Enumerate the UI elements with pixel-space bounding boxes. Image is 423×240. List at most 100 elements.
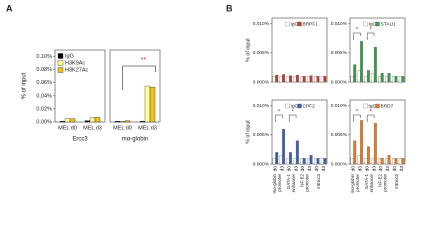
- bar: [371, 73, 375, 83]
- bar: [289, 75, 292, 83]
- bar: [94, 117, 101, 123]
- bar: [391, 76, 395, 83]
- bar: [371, 158, 375, 165]
- bar: [289, 152, 292, 165]
- legend-label: IgG: [369, 103, 377, 109]
- bar: [373, 123, 377, 165]
- x-tick-label: d3: [280, 166, 286, 172]
- legend-swatch: [57, 53, 64, 59]
- bar: [378, 76, 382, 83]
- bar: [387, 73, 391, 83]
- bar: [401, 76, 405, 83]
- y-tick-label: 0.02%: [36, 106, 52, 112]
- legend-label: STAU1: [381, 21, 396, 27]
- bar: [378, 158, 382, 165]
- bar: [279, 155, 283, 165]
- bar: [394, 158, 398, 165]
- legend-swatch: [57, 60, 64, 66]
- x-tick-label: d0: [351, 166, 357, 172]
- bar: [295, 74, 299, 83]
- y-tick-label: 0.04%: [36, 93, 52, 99]
- x-tick-label: d3: [321, 166, 327, 172]
- bar: [323, 158, 327, 165]
- bar: [385, 76, 388, 83]
- x-tick-label: d3: [293, 166, 299, 172]
- legend-label: IgG: [369, 21, 377, 27]
- bar: [295, 140, 299, 165]
- bar: [307, 158, 310, 165]
- significance-bracket: [122, 65, 156, 90]
- x-tick-label: d0: [286, 166, 292, 172]
- significance-bracket: [353, 32, 361, 40]
- x-tick-label: d0: [273, 166, 279, 172]
- group-label: enhancer: [291, 173, 296, 192]
- bar: [302, 76, 306, 83]
- bar: [401, 158, 405, 165]
- bar: [398, 158, 402, 165]
- plot-frame: [271, 17, 328, 83]
- legend-label: BRD7: [381, 103, 394, 109]
- group-label: mErcc3: [394, 173, 399, 188]
- x-tick-label: d3: [307, 166, 313, 172]
- significance-mark: *: [369, 110, 372, 116]
- group-label: GATA-1: [364, 173, 369, 189]
- bar: [275, 74, 279, 83]
- bar: [144, 85, 151, 123]
- significance-mark: **: [141, 57, 147, 64]
- x-tick-label: d0: [378, 166, 384, 172]
- bar: [357, 155, 361, 165]
- bar: [360, 41, 364, 83]
- x-tick-label: d3: [371, 166, 377, 172]
- bar: [380, 73, 384, 83]
- legend-swatch: [297, 103, 302, 109]
- bar: [385, 158, 388, 165]
- y-tick-label: 0.005%: [331, 50, 348, 56]
- bar: [69, 118, 76, 123]
- panel-label: B: [226, 3, 233, 13]
- significance-bracket: [275, 114, 283, 122]
- x-tick-label: MEL d3: [83, 125, 102, 131]
- plot-frame: [349, 99, 406, 165]
- bar: [114, 121, 121, 123]
- group-label: promoter: [383, 173, 388, 191]
- legend-swatch: [285, 103, 290, 109]
- y-tick-label: 0.000%: [331, 161, 348, 167]
- y-axis-label: % of input: [245, 120, 251, 144]
- y-tick-label: 0.010%: [331, 103, 348, 109]
- y-tick-label: 0.08%: [36, 67, 52, 73]
- bar: [350, 76, 354, 83]
- bar: [353, 64, 357, 83]
- group-label: mα-globin: [350, 173, 355, 193]
- legend-swatch: [285, 21, 290, 27]
- significance-mark: *: [356, 110, 359, 116]
- legend-swatch: [57, 67, 64, 73]
- bar: [293, 158, 297, 165]
- bar: [316, 76, 320, 83]
- panel-label: A: [6, 3, 13, 13]
- group-label: promoter: [277, 173, 282, 191]
- y-tick-label: 0.005%: [253, 132, 270, 138]
- bar: [286, 158, 290, 165]
- y-tick-label: 0.10%: [36, 54, 52, 60]
- x-tick-label: d0: [314, 166, 320, 172]
- bar: [282, 128, 286, 165]
- legend-label: CPF2: [303, 103, 316, 109]
- bar: [139, 121, 146, 123]
- bar: [323, 76, 327, 83]
- x-tick-label: d0: [364, 166, 370, 172]
- legend-swatch: [363, 103, 368, 109]
- y-tick-label: 0.000%: [331, 79, 348, 85]
- significance-mark: *: [356, 28, 359, 34]
- bar: [391, 158, 395, 165]
- bar: [373, 46, 377, 83]
- bar: [124, 120, 131, 123]
- bar: [353, 140, 357, 165]
- group-label: GATA-1: [286, 173, 291, 189]
- x-axis-label: Ercc3: [72, 137, 88, 143]
- bar: [350, 158, 354, 165]
- significance-mark: *: [291, 110, 294, 116]
- x-tick-label: d3: [385, 166, 391, 172]
- x-tick-label: d3: [358, 166, 364, 172]
- bar: [149, 87, 156, 123]
- bar: [316, 158, 320, 165]
